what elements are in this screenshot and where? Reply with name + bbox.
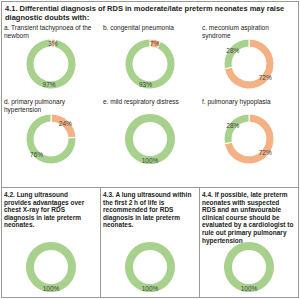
svg-text:28%: 28% xyxy=(226,122,239,129)
html-text:e. mild respiratory distress: e. mild respiratory distress xyxy=(103,98,179,105)
svg-text:28%: 28% xyxy=(226,47,239,54)
svg-text:3%: 3% xyxy=(48,40,58,47)
svg-text:100%: 100% xyxy=(141,157,158,164)
svg-text:72%: 72% xyxy=(258,149,271,156)
html-text:c. meconium aspiration syndrom: c. meconium aspiration syndrome xyxy=(202,24,269,39)
html-text:a. Transient tachypnoea of the: a. Transient tachypnoea of the newborn xyxy=(4,24,92,39)
svg-text:24%: 24% xyxy=(58,120,71,127)
svg-text:7%: 7% xyxy=(149,40,159,47)
svg-text:72%: 72% xyxy=(258,74,271,81)
svg-text:100%: 100% xyxy=(240,285,257,292)
svg-text:93%: 93% xyxy=(138,81,151,88)
html-text:f. pulmonary hypoplasia: f. pulmonary hypoplasia xyxy=(202,98,271,105)
html-text:4.4. If possible, late preterm: 4.4. If possible, late preterm neonates … xyxy=(202,191,294,244)
svg-text:100%: 100% xyxy=(141,285,158,292)
svg-text:100%: 100% xyxy=(42,285,59,292)
html-text:4.3. A lung ultrasound within: 4.3. A lung ultrasound within the first … xyxy=(103,191,192,229)
svg-text:76%: 76% xyxy=(30,151,43,158)
html-text:d. primary pulmonary hypertens: d. primary pulmonary hypertension xyxy=(4,98,66,113)
html-text:b. congenital pneumonia: b. congenital pneumonia xyxy=(103,24,174,31)
svg-text:97%: 97% xyxy=(42,81,55,88)
html-text:4.1. Differential diagnosis of: 4.1. Differential diagnosis of RDS in mo… xyxy=(5,4,285,22)
html-text:4.2. Lung ultrasound provides: 4.2. Lung ultrasound provides advantages… xyxy=(4,191,85,229)
